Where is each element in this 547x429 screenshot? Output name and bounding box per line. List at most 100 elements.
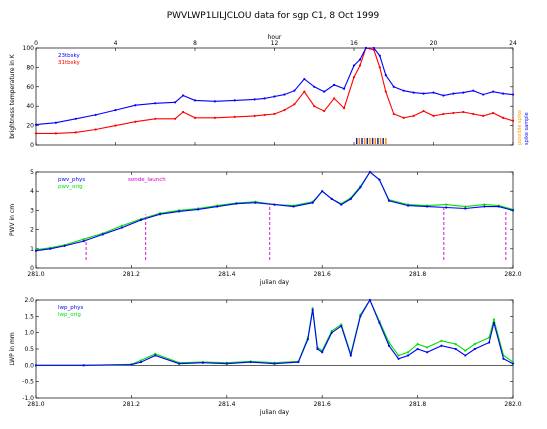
data-point-lwp_orig — [511, 360, 515, 364]
x-tick-label: 20 — [430, 40, 438, 47]
x-tick-label: 4 — [114, 40, 118, 47]
y-tick-label: 20 — [26, 123, 34, 130]
side-label: spike sample — [524, 112, 530, 145]
flag-tick — [385, 138, 387, 144]
y-tick-label: 1 — [30, 246, 34, 253]
data-point-23tbsky — [34, 123, 38, 126]
data-point-pwv_phys — [34, 249, 38, 252]
data-point-31tbsky — [342, 107, 346, 110]
flag-tick — [377, 138, 379, 144]
x-tick-label: 282.0 — [504, 271, 521, 278]
data-point-pwv_phys — [497, 205, 500, 208]
legend-entry-lwp_phys: lwp_phys — [58, 305, 83, 311]
data-point-23tbsky — [74, 117, 77, 120]
data-point-lwp_phys — [297, 360, 300, 364]
legend-entry-23tbsky: 23tbsky — [58, 53, 81, 59]
data-point-lwp_orig — [311, 307, 314, 310]
data-point-pwv_orig — [120, 224, 123, 227]
flag-tick — [374, 138, 376, 144]
data-point-pwv_phys — [378, 178, 381, 181]
data-point-pwv_phys — [273, 203, 276, 206]
data-point-23tbsky — [333, 83, 336, 86]
x-tick-label: 281.2 — [123, 271, 140, 278]
data-point-pwv_phys — [464, 207, 467, 210]
data-point-31tbsky — [378, 66, 381, 69]
data-point-lwp_phys — [488, 341, 491, 344]
x-axis-label: julian day — [259, 409, 290, 416]
data-point-31tbsky — [323, 109, 326, 113]
data-point-23tbsky — [181, 94, 185, 97]
x-tick-label: 281.4 — [218, 271, 235, 278]
data-point-pwv_phys — [359, 186, 362, 189]
data-point-lwp_phys — [368, 298, 371, 302]
data-point-31tbsky — [253, 114, 256, 117]
data-point-23tbsky — [283, 93, 286, 96]
data-point-31tbsky — [442, 112, 445, 116]
y-tick-label: 3 — [30, 207, 34, 214]
data-point-31tbsky — [273, 112, 276, 116]
data-point-23tbsky — [492, 90, 495, 93]
data-point-31tbsky — [313, 105, 316, 108]
data-point-lwp_phys — [225, 362, 228, 365]
data-point-23tbsky — [233, 99, 236, 102]
flag-tick — [379, 138, 382, 144]
data-point-23tbsky — [378, 54, 381, 57]
x-tick-label: 8 — [193, 40, 197, 47]
data-point-pwv_phys — [292, 205, 295, 208]
data-point-31tbsky — [352, 76, 356, 79]
data-point-pwv_phys — [235, 202, 238, 205]
data-point-lwp_phys — [139, 360, 143, 364]
series-line-lwp_orig — [36, 298, 514, 366]
y-tick-label: 2.0 — [24, 297, 34, 304]
data-point-lwp_phys — [154, 354, 157, 357]
y-axis-label: brightness temperature in K — [9, 53, 16, 139]
data-point-pwv_phys — [158, 213, 162, 216]
data-point-pwv_phys — [82, 240, 85, 243]
data-point-23tbsky — [511, 93, 515, 96]
data-point-pwv_phys — [387, 199, 391, 202]
data-point-23tbsky — [482, 93, 485, 96]
flag-tick — [366, 138, 369, 144]
data-point-lwp_phys — [273, 362, 276, 365]
flag-tick — [369, 138, 371, 144]
data-point-31tbsky — [392, 112, 395, 116]
data-point-lwp_phys — [34, 364, 38, 367]
x-tick-label: 24 — [509, 40, 517, 47]
data-point-lwp_orig — [473, 343, 476, 346]
data-point-lwp_orig — [139, 359, 143, 362]
y-tick-label: -0.5 — [22, 379, 34, 386]
data-point-lwp_orig — [154, 352, 157, 355]
data-point-pwv_orig — [464, 205, 467, 208]
data-point-lwp_phys — [82, 364, 85, 367]
data-point-lwp_phys — [378, 321, 381, 324]
data-point-lwp_phys — [387, 344, 391, 347]
data-point-lwp_orig — [406, 351, 410, 354]
data-point-23tbsky — [392, 85, 395, 88]
data-point-lwp_phys — [397, 357, 400, 360]
data-point-pwv_phys — [321, 190, 324, 193]
data-point-23tbsky — [342, 87, 346, 90]
x-tick-label: 281.2 — [123, 401, 140, 408]
data-point-lwp_phys — [511, 362, 515, 365]
y-tick-label: 40 — [26, 103, 34, 110]
data-point-31tbsky — [233, 115, 236, 118]
legend-entry-31tbsky: 31tbsky — [58, 60, 81, 66]
data-point-pwv_phys — [368, 170, 371, 174]
y-tick-label: 100 — [23, 45, 35, 52]
series-line-pwv_orig — [35, 171, 514, 251]
x-axis-label: hour — [268, 34, 282, 41]
data-point-31tbsky — [402, 116, 405, 119]
data-point-31tbsky — [154, 117, 157, 120]
data-point-31tbsky — [333, 97, 336, 100]
data-point-23tbsky — [501, 92, 505, 95]
flag-tick — [363, 138, 366, 144]
data-point-31tbsky — [422, 109, 425, 113]
y-tick-label: -1.0 — [22, 395, 34, 402]
x-tick-label: 281.8 — [409, 271, 426, 278]
data-point-31tbsky — [482, 114, 485, 117]
y-tick-label: 0 — [30, 142, 34, 149]
series-line-lwp_phys — [36, 298, 514, 366]
y-tick-label: 2 — [30, 227, 34, 234]
data-point-lwp_phys — [311, 308, 314, 311]
data-point-23tbsky — [114, 108, 117, 112]
